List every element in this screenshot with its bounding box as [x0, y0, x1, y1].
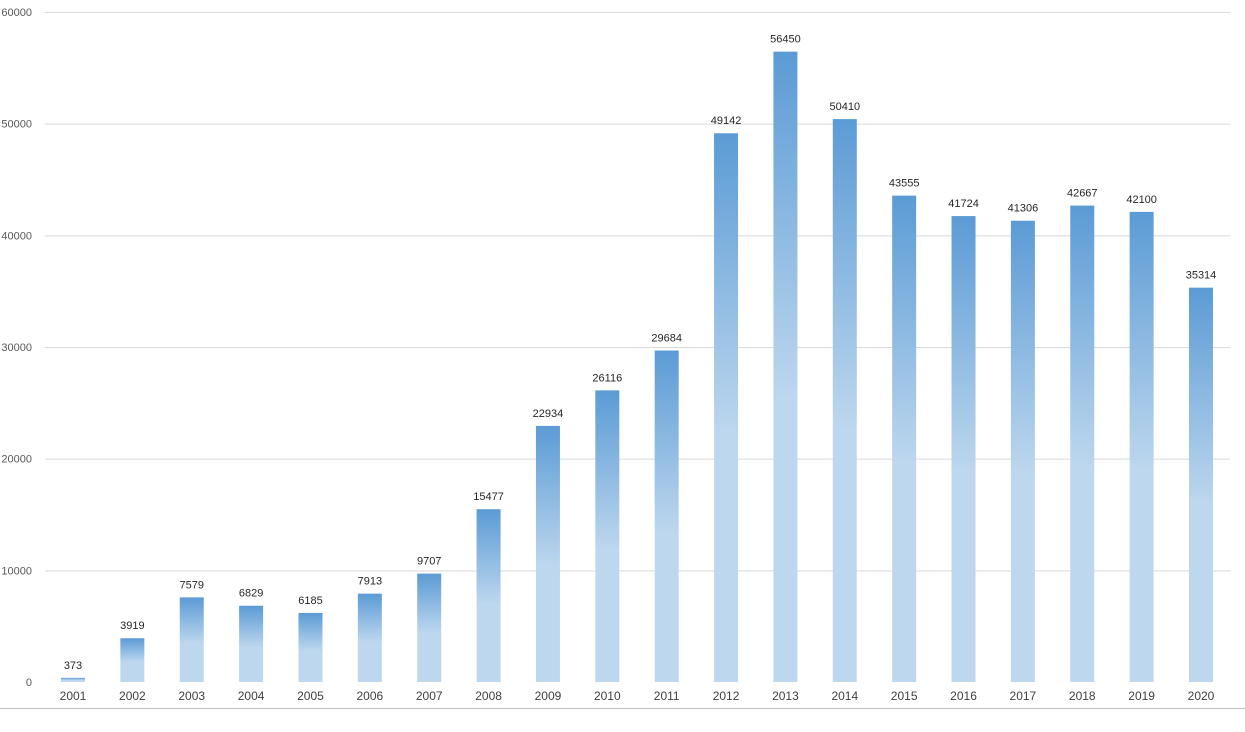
bar-2015: [892, 195, 917, 682]
data-label-2001: 373: [64, 660, 82, 672]
x-tick-label: 2019: [1128, 689, 1155, 703]
bar-2016: [951, 216, 976, 682]
y-tick-label: 40000: [1, 230, 32, 242]
data-label-2004: 6829: [239, 588, 263, 600]
x-tick-label: 2014: [831, 689, 858, 703]
data-label-2016: 41724: [948, 198, 979, 210]
x-tick-label: 2001: [60, 689, 87, 703]
bar-2013: [773, 51, 798, 683]
x-tick-label: 2002: [119, 689, 146, 703]
data-label-2002: 3919: [120, 620, 144, 632]
bar-2006: [357, 593, 382, 682]
data-labels: 373 3919 7579 6829 6185 7913 9707 15477 22934 261…: [64, 34, 1216, 672]
bar-2014: [832, 119, 857, 683]
x-tick-label: 2016: [950, 689, 977, 703]
data-label-2010: 26116: [592, 372, 622, 384]
bar-2003: [179, 597, 204, 682]
x-tick-label: 2004: [238, 689, 265, 703]
bar-2017: [1010, 220, 1035, 682]
bar-2007: [417, 573, 442, 682]
x-tick-label: 2007: [416, 689, 443, 703]
bar-2020: [1189, 287, 1213, 682]
x-tick-label: 2012: [713, 689, 740, 703]
data-label-2020: 35314: [1186, 270, 1217, 282]
x-tick-label: 2010: [594, 689, 621, 703]
bar-2010: [595, 390, 620, 682]
data-label-2009: 22934: [533, 408, 564, 420]
data-label-2018: 42667: [1067, 188, 1098, 200]
bar-2019: [1129, 211, 1154, 682]
x-tick-label: 2006: [356, 689, 383, 703]
x-tick-label: 2013: [772, 689, 799, 703]
bar-2012: [714, 133, 739, 682]
bars: [61, 51, 1213, 683]
x-tick-label: 2017: [1010, 689, 1037, 703]
x-tick-label: 2009: [535, 689, 562, 703]
x-tick-label: 2011: [654, 689, 680, 703]
y-tick-label: 30000: [1, 342, 32, 354]
data-label-2013: 56450: [770, 34, 801, 46]
bar-2018: [1070, 205, 1095, 683]
bar-2004: [239, 605, 264, 682]
x-tick-label: 2008: [475, 689, 502, 703]
bar-2005: [298, 612, 323, 682]
data-label-2008: 15477: [473, 491, 504, 503]
bar-2008: [476, 509, 501, 682]
y-axis-ticks: 0 10000 20000 30000 40000 50000 60000: [1, 7, 32, 689]
data-label-2006: 7913: [358, 576, 382, 588]
data-label-2011: 29684: [651, 333, 682, 345]
x-tick-label: 2020: [1188, 689, 1215, 703]
x-tick-label: 2018: [1069, 689, 1096, 703]
y-tick-label: 20000: [1, 454, 32, 466]
gridlines: [45, 12, 1230, 572]
bar-2001: [61, 677, 85, 682]
x-tick-label: 2015: [891, 689, 918, 703]
x-axis-ticks: 2001 2002 2003 2004 2005 2006 2007 2008 2009 2010…: [60, 689, 1215, 703]
y-tick-label: 10000: [1, 565, 32, 577]
x-tick-label: 2003: [178, 689, 205, 703]
bar-2011: [654, 350, 679, 682]
data-label-2014: 50410: [829, 101, 860, 113]
y-tick-label: 50000: [1, 119, 32, 131]
data-label-2019: 42100: [1126, 194, 1157, 206]
data-label-2007: 9707: [417, 556, 441, 568]
x-tick-label: 2005: [297, 689, 324, 703]
data-label-2015: 43555: [889, 178, 920, 190]
bar-2009: [535, 425, 560, 682]
bar-2002: [120, 638, 145, 682]
data-label-2017: 41306: [1008, 203, 1039, 215]
y-tick-label: 0: [26, 677, 32, 689]
data-label-2003: 7579: [179, 579, 203, 591]
data-label-2012: 49142: [711, 115, 742, 127]
data-label-2005: 6185: [298, 595, 322, 607]
y-tick-label: 60000: [1, 7, 32, 19]
